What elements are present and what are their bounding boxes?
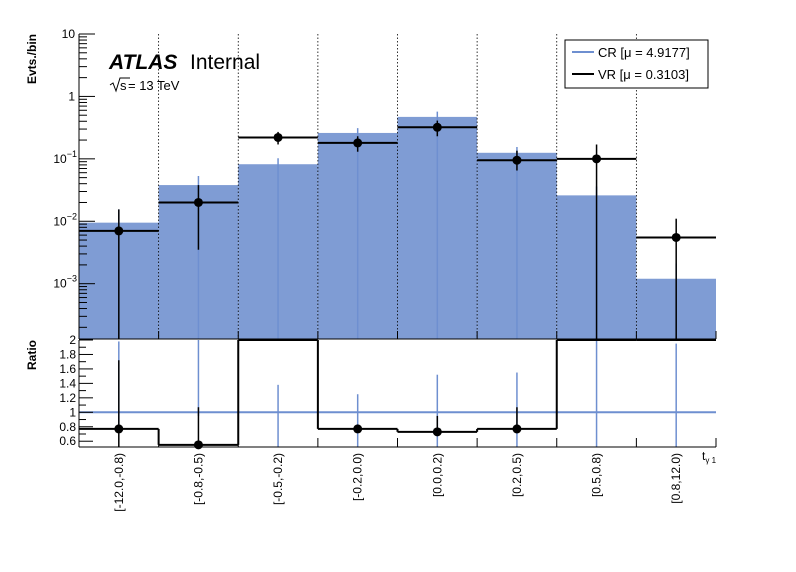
top-y-tick-label-exponent: −1 [67, 149, 77, 159]
top-y-tick-label: 10 [62, 27, 76, 41]
top-y-tick-label: 10−3 [53, 274, 77, 291]
x-axis: tγ 1 [-12.0,-0.8) [-0.8,-0.5) [-0.5,-0.2) [… [78, 438, 717, 512]
ratio-point [114, 424, 124, 434]
vr-point [193, 197, 203, 207]
top-y-tick-label: 10−2 [53, 211, 77, 228]
legend: CR [μ = 4.9177] VR [μ = 0.3103] [564, 39, 709, 89]
vr-point [273, 132, 283, 142]
ratio-point [353, 424, 363, 434]
legend-box [564, 39, 709, 89]
ratio-panel: 0.60.811.21.41.61.82 [59, 333, 716, 450]
x-tick-label: [0.2,0.5) [510, 453, 524, 497]
x-tick-label: [-0.5,-0.2) [271, 453, 285, 505]
vr-point [671, 232, 681, 242]
ratio-point [193, 440, 203, 450]
x-axis-title: tγ 1 [702, 449, 717, 465]
ratio-y-tick-label: 0.6 [59, 434, 76, 448]
atlas-label: ATLAS Internal s = 13 TeV [108, 51, 260, 93]
top-y-tick-label-base: 10 [53, 214, 67, 228]
energy-label: = 13 TeV [128, 78, 180, 93]
x-axis-title-sub: γ 1 [705, 456, 716, 465]
top-y-tick-label-exponent: −2 [67, 211, 77, 221]
ratio-y-axis-label: Ratio [25, 340, 39, 370]
top-y-axis-label: Evts./bin [25, 34, 39, 84]
top-y-tick-label-base: 10 [53, 152, 67, 166]
top-y-tick-label-exponent: −3 [67, 274, 77, 284]
x-tick-label: [0.5,0.8) [590, 453, 604, 497]
x-axis-title-main: t [702, 449, 706, 463]
ratio-y-tick-label: 2 [69, 333, 76, 347]
vr-point [512, 155, 522, 165]
vr-point [592, 154, 602, 164]
top-y-tick-label: 1 [68, 89, 75, 103]
ratio-y-tick-label: 1.8 [59, 347, 76, 361]
ratio-y-tick-label: 1.4 [59, 376, 76, 390]
legend-cr-label: CR [μ = 4.9177] [598, 45, 690, 60]
top-y-tick-label: 10−1 [53, 149, 77, 166]
x-tick-label: [-0.8,-0.5) [191, 453, 205, 505]
x-tick-label: [-0.2,0.0) [351, 453, 365, 501]
energy-sqrt-label: s [120, 78, 127, 93]
x-tick-label: [0.8,12.0) [669, 453, 683, 504]
vr-point [114, 226, 124, 236]
ratio-y-tick-label: 1.2 [59, 391, 76, 405]
vr-point [353, 138, 363, 148]
ratio-point [512, 424, 522, 434]
legend-vr-label: VR [μ = 0.3103] [598, 67, 689, 82]
ratio-y-tick-label: 1.6 [59, 362, 76, 376]
atlas-status-label: Internal [190, 51, 260, 74]
vr-point [432, 122, 442, 132]
top-y-tick-label-base: 10 [53, 277, 67, 291]
ratio-y-tick-label: 0.8 [59, 420, 76, 434]
ratio-y-tick-label: 1 [69, 405, 76, 419]
sqrt-symbol-icon [109, 77, 130, 93]
ratio-point [432, 427, 442, 437]
x-tick-label: [0.0,0.2) [430, 453, 444, 497]
atlas-experiment-label: ATLAS [108, 51, 177, 74]
x-tick-label: [-12.0,-0.8) [112, 453, 126, 512]
